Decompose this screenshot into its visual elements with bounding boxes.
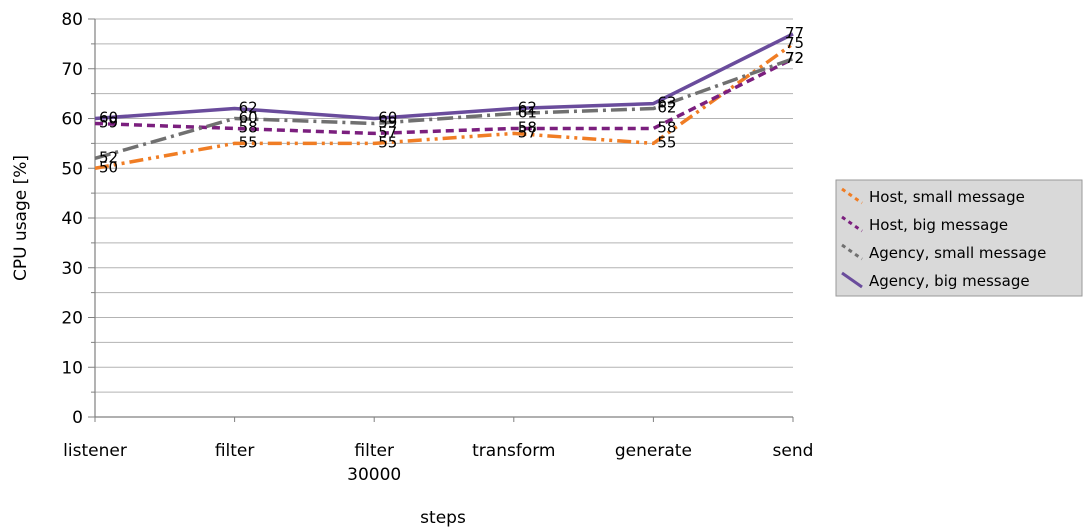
data-label: 62 — [657, 99, 676, 117]
y-tick-label: 60 — [61, 110, 83, 130]
x-tick-label-line: filter — [354, 441, 394, 461]
data-label: 57 — [378, 123, 397, 141]
data-label: 62 — [239, 99, 258, 117]
x-tick-label: filter — [215, 441, 255, 461]
y-tick-label: 10 — [61, 358, 83, 378]
data-label: 60 — [99, 109, 118, 127]
y-axis-title: CPU usage [%] — [11, 155, 31, 281]
data-label: 75 — [785, 34, 804, 52]
data-label: 58 — [239, 118, 258, 136]
legend-label: Host, small message — [869, 188, 1025, 206]
series-lines — [94, 32, 795, 170]
y-tick-label: 50 — [61, 159, 83, 179]
data-label: 55 — [239, 133, 258, 151]
data-label: 52 — [99, 148, 118, 166]
legend-label: Agency, big message — [869, 272, 1030, 290]
series-line — [94, 42, 795, 170]
legend-label: Host, big message — [869, 216, 1008, 234]
data-label: 72 — [785, 49, 804, 67]
x-tick-label: filter 30000 — [347, 441, 401, 485]
y-tick-label: 20 — [61, 309, 83, 329]
data-label: 58 — [657, 118, 676, 136]
x-tick-label: listener — [63, 441, 127, 461]
series-line — [94, 32, 794, 121]
y-tick-label: 70 — [61, 60, 83, 80]
data-label: 60 — [378, 109, 397, 127]
data-label: 62 — [518, 99, 537, 117]
data-label: 55 — [657, 133, 676, 151]
x-tick-label-line: generate — [615, 441, 692, 461]
gridlines — [95, 18, 793, 393]
x-axis-title: steps — [420, 508, 466, 528]
legend: Host, small message Host, big message Agen… — [835, 179, 1083, 297]
legend-swatch — [841, 271, 863, 289]
x-tick-label-line: transform — [472, 441, 555, 461]
y-tick-label: 80 — [61, 10, 83, 30]
data-label: 58 — [518, 118, 537, 136]
legend-label: Agency, small message — [869, 244, 1046, 262]
data-label: 50 — [99, 158, 118, 176]
y-tick-label: 40 — [61, 209, 83, 229]
data-label: 72 — [785, 49, 804, 67]
data-label: 57 — [518, 123, 537, 141]
data-label: 55 — [378, 133, 397, 151]
x-tick-label-line: send — [773, 441, 814, 461]
y-tick-label: 30 — [61, 259, 83, 279]
data-label: 60 — [239, 109, 258, 127]
x-tick-label-line: listener — [63, 441, 127, 461]
x-tick-label: transform — [472, 441, 555, 461]
data-label: 63 — [657, 94, 676, 112]
x-tick-label: generate — [615, 441, 692, 461]
x-tick-label-line: filter — [215, 441, 255, 461]
series-line — [94, 57, 794, 160]
x-tick-label-line: 30000 — [347, 465, 401, 485]
x-tick-label: send — [773, 441, 814, 461]
data-label: 59 — [378, 113, 397, 131]
y-tick-label: 0 — [72, 408, 83, 428]
data-label: 77 — [785, 24, 804, 42]
data-label: 59 — [99, 113, 118, 131]
data-label: 61 — [518, 104, 537, 122]
axes: 0 10 20 30 40 50 60 70 80 listener filter filter 300… — [61, 10, 813, 485]
legend-box — [835, 179, 1083, 297]
